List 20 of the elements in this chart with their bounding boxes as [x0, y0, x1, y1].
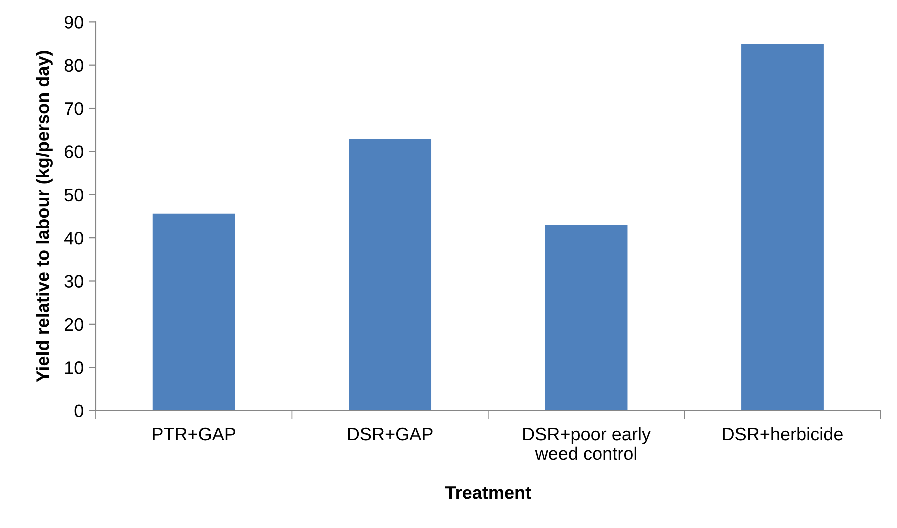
x-tick-label: DSR+poor early weed control — [524, 427, 651, 460]
y-tick-label: 90 — [64, 16, 84, 29]
y-tick-label: 70 — [65, 102, 84, 116]
y-tick-label: 30 — [64, 275, 84, 288]
y-tick-label: 60 — [65, 146, 84, 158]
y-tick-label: 20 — [65, 318, 84, 332]
x-tick-label: PTR+GAP — [153, 428, 236, 441]
y-tick-label: 10 — [65, 362, 84, 374]
bar — [545, 225, 628, 411]
y-tick-label: 80 — [64, 59, 84, 72]
y-tick-label: 50 — [64, 188, 84, 202]
x-tick-label: DSR+herbicide — [723, 427, 843, 441]
y-axis-title: Yield relative to labour (kg/person day) — [36, 51, 53, 382]
bar — [742, 44, 824, 411]
x-tick-label: DSR+GAP — [348, 428, 433, 441]
bar — [349, 139, 432, 411]
y-tick-label: 0 — [74, 404, 84, 418]
x-axis-title: Treatment — [445, 486, 532, 500]
bar — [152, 214, 236, 411]
y-tick-label: 40 — [64, 232, 84, 245]
